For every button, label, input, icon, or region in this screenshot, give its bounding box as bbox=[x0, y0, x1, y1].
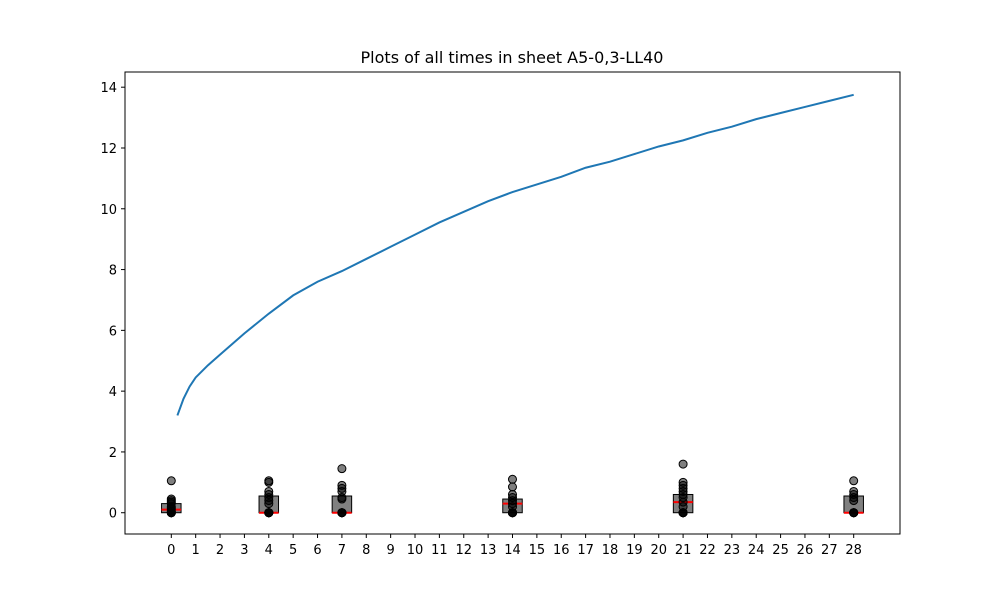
y-tick-label: 0 bbox=[109, 507, 117, 522]
data-point bbox=[508, 482, 517, 492]
plot-area bbox=[161, 93, 864, 518]
x-tick-label: 25 bbox=[772, 543, 789, 558]
x-tick-label: 28 bbox=[845, 543, 862, 558]
data-point bbox=[678, 459, 688, 469]
x-tick-label: 2 bbox=[216, 543, 224, 558]
x-tick-label: 12 bbox=[455, 543, 472, 558]
data-point bbox=[166, 494, 176, 504]
x-tick-label: 13 bbox=[480, 543, 497, 558]
y-tick-label: 6 bbox=[109, 324, 117, 339]
x-axis: 0 1 2 3 4 5 6 7 8 9 10 11 12 13 14 15 16 17 18 19 20 21 22 23 24… bbox=[167, 534, 862, 558]
x-tick-label: 22 bbox=[699, 543, 716, 558]
data-point bbox=[264, 476, 274, 486]
x-tick-label: 27 bbox=[821, 543, 838, 558]
x-tick-label: 23 bbox=[724, 543, 741, 558]
y-tick-label: 8 bbox=[109, 264, 117, 279]
x-tick-label: 1 bbox=[192, 543, 200, 558]
x-tick-label: 4 bbox=[265, 543, 273, 558]
x-tick-label: 11 bbox=[431, 543, 448, 558]
x-tick-label: 19 bbox=[626, 543, 643, 558]
x-tick-label: 3 bbox=[240, 543, 248, 558]
x-tick-label: 16 bbox=[553, 543, 570, 558]
data-point bbox=[508, 489, 517, 499]
data-point bbox=[264, 508, 274, 518]
data-point bbox=[337, 480, 347, 490]
x-tick-label: 9 bbox=[387, 543, 395, 558]
data-point bbox=[508, 474, 517, 484]
box-group bbox=[843, 476, 864, 518]
box-group bbox=[161, 476, 182, 518]
data-point bbox=[849, 476, 859, 486]
x-tick-label: 26 bbox=[797, 543, 814, 558]
x-tick-label: 6 bbox=[313, 543, 321, 558]
y-tick-label: 2 bbox=[109, 446, 117, 461]
axes-frame bbox=[124, 71, 901, 535]
y-axis: 0 2 4 6 8 10 12 14 bbox=[100, 81, 125, 522]
box-group bbox=[502, 474, 523, 518]
x-tick-label: 7 bbox=[338, 543, 346, 558]
data-point bbox=[166, 476, 176, 486]
data-point bbox=[264, 486, 274, 496]
x-tick-label: 0 bbox=[167, 543, 175, 558]
chart-title: Plots of all times in sheet A5-0,3-LL40 bbox=[361, 48, 664, 67]
box-group bbox=[672, 459, 694, 518]
y-tick-label: 12 bbox=[100, 142, 117, 157]
x-tick-label: 17 bbox=[577, 543, 594, 558]
data-point bbox=[337, 464, 347, 474]
y-tick-label: 10 bbox=[100, 203, 117, 218]
x-tick-label: 24 bbox=[748, 543, 765, 558]
x-tick-label: 8 bbox=[362, 543, 370, 558]
x-tick-label: 20 bbox=[650, 543, 667, 558]
line-series bbox=[176, 93, 854, 416]
data-point bbox=[678, 477, 688, 487]
data-point bbox=[849, 486, 859, 496]
x-tick-label: 21 bbox=[675, 543, 692, 558]
x-tick-label: 18 bbox=[602, 543, 619, 558]
y-tick-label: 14 bbox=[100, 81, 117, 96]
data-point bbox=[849, 508, 859, 518]
box-group bbox=[258, 476, 280, 518]
box-group bbox=[331, 464, 353, 518]
x-tick-label: 15 bbox=[529, 543, 546, 558]
x-tick-label: 14 bbox=[504, 543, 521, 558]
data-point bbox=[337, 508, 347, 518]
y-tick-label: 4 bbox=[109, 385, 117, 400]
x-tick-label: 5 bbox=[289, 543, 297, 558]
x-tick-label: 10 bbox=[407, 543, 424, 558]
